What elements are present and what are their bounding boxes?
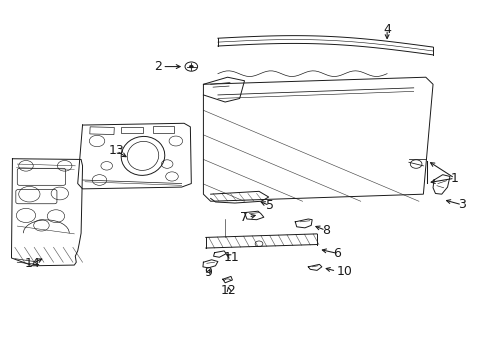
Text: 9: 9: [204, 266, 212, 279]
Bar: [152, 126, 174, 133]
Text: 3: 3: [457, 198, 465, 211]
Text: 13: 13: [108, 144, 124, 157]
Circle shape: [184, 62, 197, 71]
Circle shape: [189, 65, 193, 68]
Text: 6: 6: [333, 247, 341, 260]
Text: 12: 12: [221, 284, 236, 297]
Text: 10: 10: [336, 265, 351, 278]
Text: 14: 14: [25, 257, 41, 270]
Text: 1: 1: [450, 172, 458, 185]
Text: 7: 7: [240, 211, 248, 224]
Text: 2: 2: [154, 60, 162, 73]
Text: 5: 5: [265, 199, 273, 212]
Text: 4: 4: [383, 23, 390, 36]
Bar: [90, 127, 114, 135]
Bar: [121, 127, 142, 133]
Text: 11: 11: [223, 251, 239, 264]
Text: 8: 8: [321, 224, 329, 237]
